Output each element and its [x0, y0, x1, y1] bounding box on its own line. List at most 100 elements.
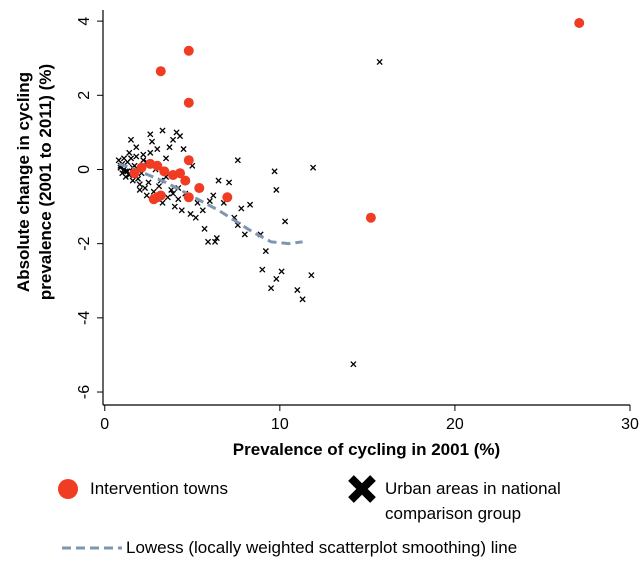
x-marker	[376, 58, 383, 65]
x-marker	[215, 177, 222, 184]
x-marker	[126, 149, 133, 156]
x-marker	[168, 186, 175, 193]
x-tick-label: 0	[100, 416, 109, 433]
x-marker	[129, 177, 136, 184]
x-marker	[127, 155, 135, 162]
x-marker	[141, 184, 149, 192]
x-marker	[238, 205, 245, 212]
x-marker	[169, 136, 177, 143]
x-marker	[166, 144, 173, 151]
x-marker	[201, 225, 208, 232]
intervention-point	[180, 175, 191, 186]
x-tick-label: 20	[446, 416, 464, 433]
y-tick-label: -6	[76, 385, 93, 399]
x-marker	[299, 296, 306, 303]
x-marker	[133, 144, 140, 151]
x-marker	[234, 222, 241, 229]
lowess-line	[118, 162, 303, 246]
x-marker	[136, 186, 143, 193]
y-tick-label: -2	[76, 236, 93, 250]
x-marker	[140, 151, 147, 158]
intervention-point	[175, 168, 186, 179]
intervention-point	[194, 183, 205, 194]
intervention-point	[155, 66, 166, 77]
x-marker	[175, 196, 182, 203]
x-marker	[145, 179, 152, 186]
x-marker	[213, 235, 220, 242]
x-marker	[159, 199, 166, 206]
x-marker	[148, 138, 156, 145]
x-axis-title: Prevalence of cycling in 2001 (%)	[232, 440, 501, 459]
intervention-point	[183, 45, 194, 56]
x-tick-label: 10	[271, 416, 289, 433]
x-marker	[259, 266, 266, 273]
x-marker	[162, 155, 170, 162]
x-marker	[234, 157, 241, 164]
x-marker	[241, 231, 248, 238]
x-marker	[268, 285, 275, 292]
x-marker	[199, 207, 206, 214]
y-tick-label: -4	[76, 311, 93, 325]
x-marker	[308, 272, 315, 279]
x-marker	[226, 179, 233, 186]
intervention-point	[183, 192, 194, 203]
intervention-point	[136, 162, 147, 173]
x-marker	[120, 155, 128, 162]
y-tick-label: 0	[76, 165, 93, 174]
x-marker	[122, 173, 129, 180]
intervention-point	[574, 17, 585, 28]
legend-swatch	[58, 479, 78, 499]
x-marker	[164, 194, 171, 201]
intervention-point	[183, 155, 194, 166]
x-marker	[136, 181, 143, 188]
x-marker	[169, 190, 177, 197]
x-marker	[192, 214, 199, 221]
intervention-point	[159, 166, 170, 177]
x-marker	[143, 192, 150, 199]
x-marker	[210, 192, 217, 199]
x-marker	[154, 146, 161, 153]
intervention-point	[183, 97, 194, 108]
x-marker	[204, 238, 212, 245]
x-marker	[294, 286, 301, 294]
intervention-point	[365, 212, 376, 223]
x-marker	[176, 133, 184, 140]
x-marker	[271, 168, 278, 175]
x-marker	[180, 146, 187, 153]
x-marker	[147, 131, 154, 138]
x-marker	[273, 186, 280, 193]
legend-swatch	[348, 475, 376, 503]
intervention-point	[148, 194, 159, 205]
x-marker	[133, 153, 140, 160]
x-tick-label: 30	[621, 416, 639, 433]
y-tick-label: 2	[76, 91, 93, 100]
x-marker	[155, 183, 163, 190]
legend-label: Urban areas in national comparison group	[385, 479, 561, 523]
intervention-point	[152, 160, 163, 171]
x-marker	[206, 197, 213, 205]
x-marker	[211, 238, 219, 245]
x-marker	[262, 248, 269, 255]
x-marker	[273, 275, 280, 282]
x-marker	[159, 127, 166, 134]
x-marker	[278, 268, 285, 275]
intervention-point	[129, 168, 140, 179]
x-marker	[187, 210, 194, 218]
x-marker	[178, 207, 185, 214]
x-marker	[247, 201, 254, 208]
x-marker	[350, 361, 357, 368]
x-marker	[124, 168, 131, 175]
x-marker	[127, 136, 135, 143]
intervention-point	[222, 192, 233, 203]
x-marker	[140, 157, 147, 164]
x-marker	[147, 149, 154, 156]
x-marker	[282, 218, 289, 225]
y-axis-title: Absolute change in cycling prevalence (2…	[14, 63, 55, 301]
x-marker	[171, 203, 178, 210]
legend-label: Intervention towns	[90, 479, 228, 498]
legend-label: Lowess (locally weighted scatterplot smo…	[126, 538, 518, 557]
y-tick-label: 4	[76, 17, 93, 26]
x-marker	[310, 164, 317, 171]
